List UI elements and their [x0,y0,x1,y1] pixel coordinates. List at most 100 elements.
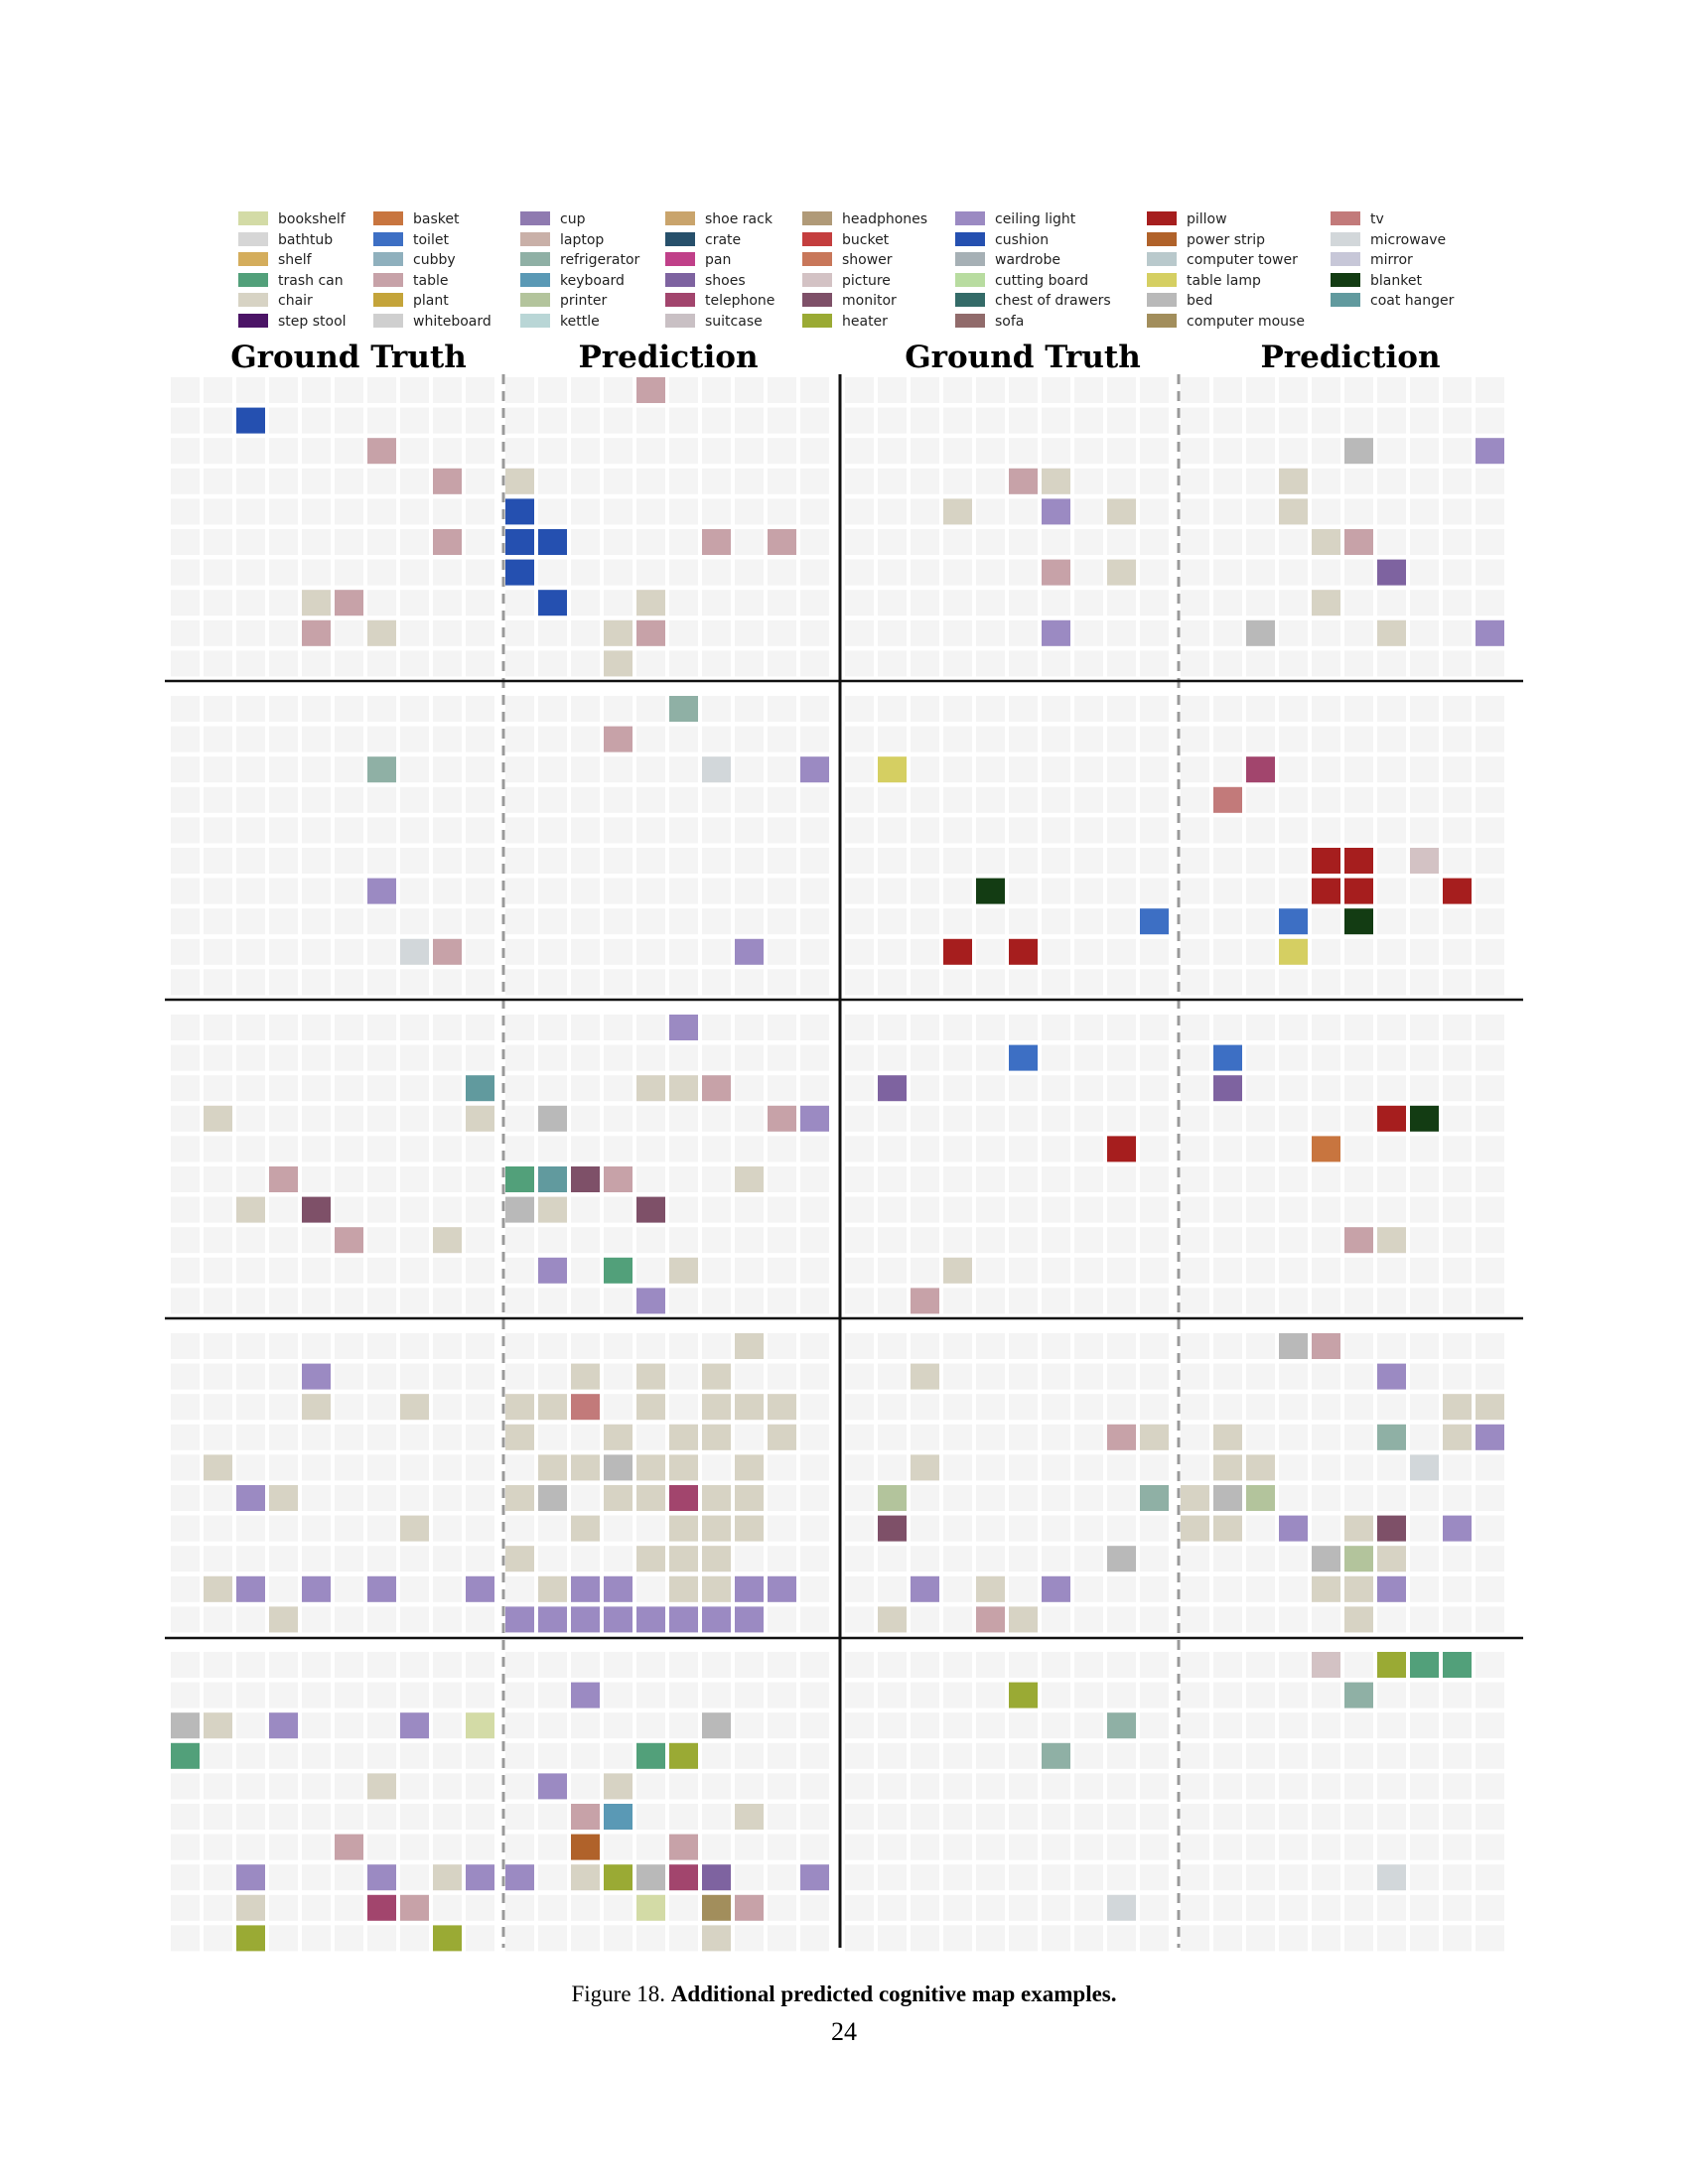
cell-chair [943,498,972,525]
empty-cell [302,1606,331,1633]
empty-cell [768,1075,796,1102]
empty-cell [505,1834,534,1860]
cell-cushion [538,529,567,555]
empty-cell [335,529,363,555]
empty-cell [466,1773,494,1800]
cell-chair [669,1546,698,1572]
legend-label: table [413,272,449,289]
empty-cell [1009,1834,1038,1860]
legend-item: cup [520,211,585,229]
empty-cell [204,1515,232,1542]
empty-cell [1009,377,1038,403]
empty-cell [943,529,972,555]
empty-cell [171,1834,200,1860]
empty-cell [367,1485,396,1511]
empty-cell [1107,817,1136,844]
empty-cell [1213,969,1242,996]
empty-cell [236,878,265,904]
empty-cell [669,1363,698,1390]
empty-cell [845,1136,874,1162]
empty-cell [911,696,939,722]
empty-cell [1377,1894,1406,1921]
empty-cell [911,1682,939,1708]
empty-cell [1181,1773,1209,1800]
empty-cell [269,590,298,616]
cell-chair [1476,1394,1504,1421]
empty-cell [604,438,633,465]
empty-cell [466,938,494,965]
empty-cell [1107,1394,1136,1421]
empty-cell [702,938,731,965]
empty-cell [367,1075,396,1102]
empty-cell [911,1166,939,1192]
empty-cell [1074,726,1103,752]
legend-swatch [802,272,832,287]
empty-cell [269,1575,298,1602]
empty-cell [768,619,796,646]
empty-cell [1181,1136,1209,1162]
empty-cell [171,756,200,783]
empty-cell [878,1742,907,1769]
empty-cell [269,438,298,465]
empty-cell [269,1773,298,1800]
empty-cell [538,1363,567,1390]
empty-cell [505,1333,534,1359]
empty-cell [433,1682,462,1708]
cell-refrigerator [1344,1682,1373,1708]
empty-cell [1213,756,1242,783]
legend-swatch [955,211,985,225]
empty-cell [800,1394,829,1421]
empty-cell [911,559,939,586]
empty-cell [1181,1804,1209,1830]
empty-cell [1279,1044,1308,1071]
empty-cell [400,619,429,646]
empty-cell [1443,1864,1472,1891]
empty-cell [1074,878,1103,904]
empty-cell [236,1363,265,1390]
legend-label: cubby [413,252,456,269]
empty-cell [505,726,534,752]
empty-cell [800,1333,829,1359]
empty-cell [171,1015,200,1040]
empty-cell [1476,1454,1504,1481]
empty-cell [1140,438,1169,465]
empty-cell [976,696,1005,722]
empty-cell [1107,1333,1136,1359]
empty-cell [1279,1712,1308,1739]
empty-cell [702,1288,731,1314]
cell-microwave [1377,1864,1406,1891]
cell-table [367,438,396,465]
empty-cell [1140,1105,1169,1132]
empty-cell [433,817,462,844]
page-number: 24 [831,2017,857,2046]
empty-cell [1377,696,1406,722]
empty-cell [433,969,462,996]
cell-chair [702,1394,731,1421]
empty-cell [466,1196,494,1223]
empty-cell [669,559,698,586]
empty-cell [302,1925,331,1952]
empty-cell [604,1288,633,1314]
legend-label: pillow [1187,211,1227,227]
cell-chair [943,1257,972,1284]
empty-cell [400,1834,429,1860]
empty-cell [367,1454,396,1481]
empty-cell [433,590,462,616]
empty-cell [1107,438,1136,465]
empty-cell [1312,1606,1340,1633]
empty-cell [1279,1288,1308,1314]
empty-cell [800,619,829,646]
empty-cell [636,848,665,874]
empty-cell [768,1742,796,1769]
cell-pillow [1344,878,1373,904]
empty-cell [433,1257,462,1284]
empty-cell [911,1333,939,1359]
empty-cell [367,1834,396,1860]
empty-cell [911,1834,939,1860]
empty-cell [1410,468,1439,494]
cell-chair [735,1333,764,1359]
empty-cell [1140,1363,1169,1390]
empty-cell [1181,1363,1209,1390]
legend-item: crate [665,231,741,250]
cell-refrigerator [1042,1742,1070,1769]
